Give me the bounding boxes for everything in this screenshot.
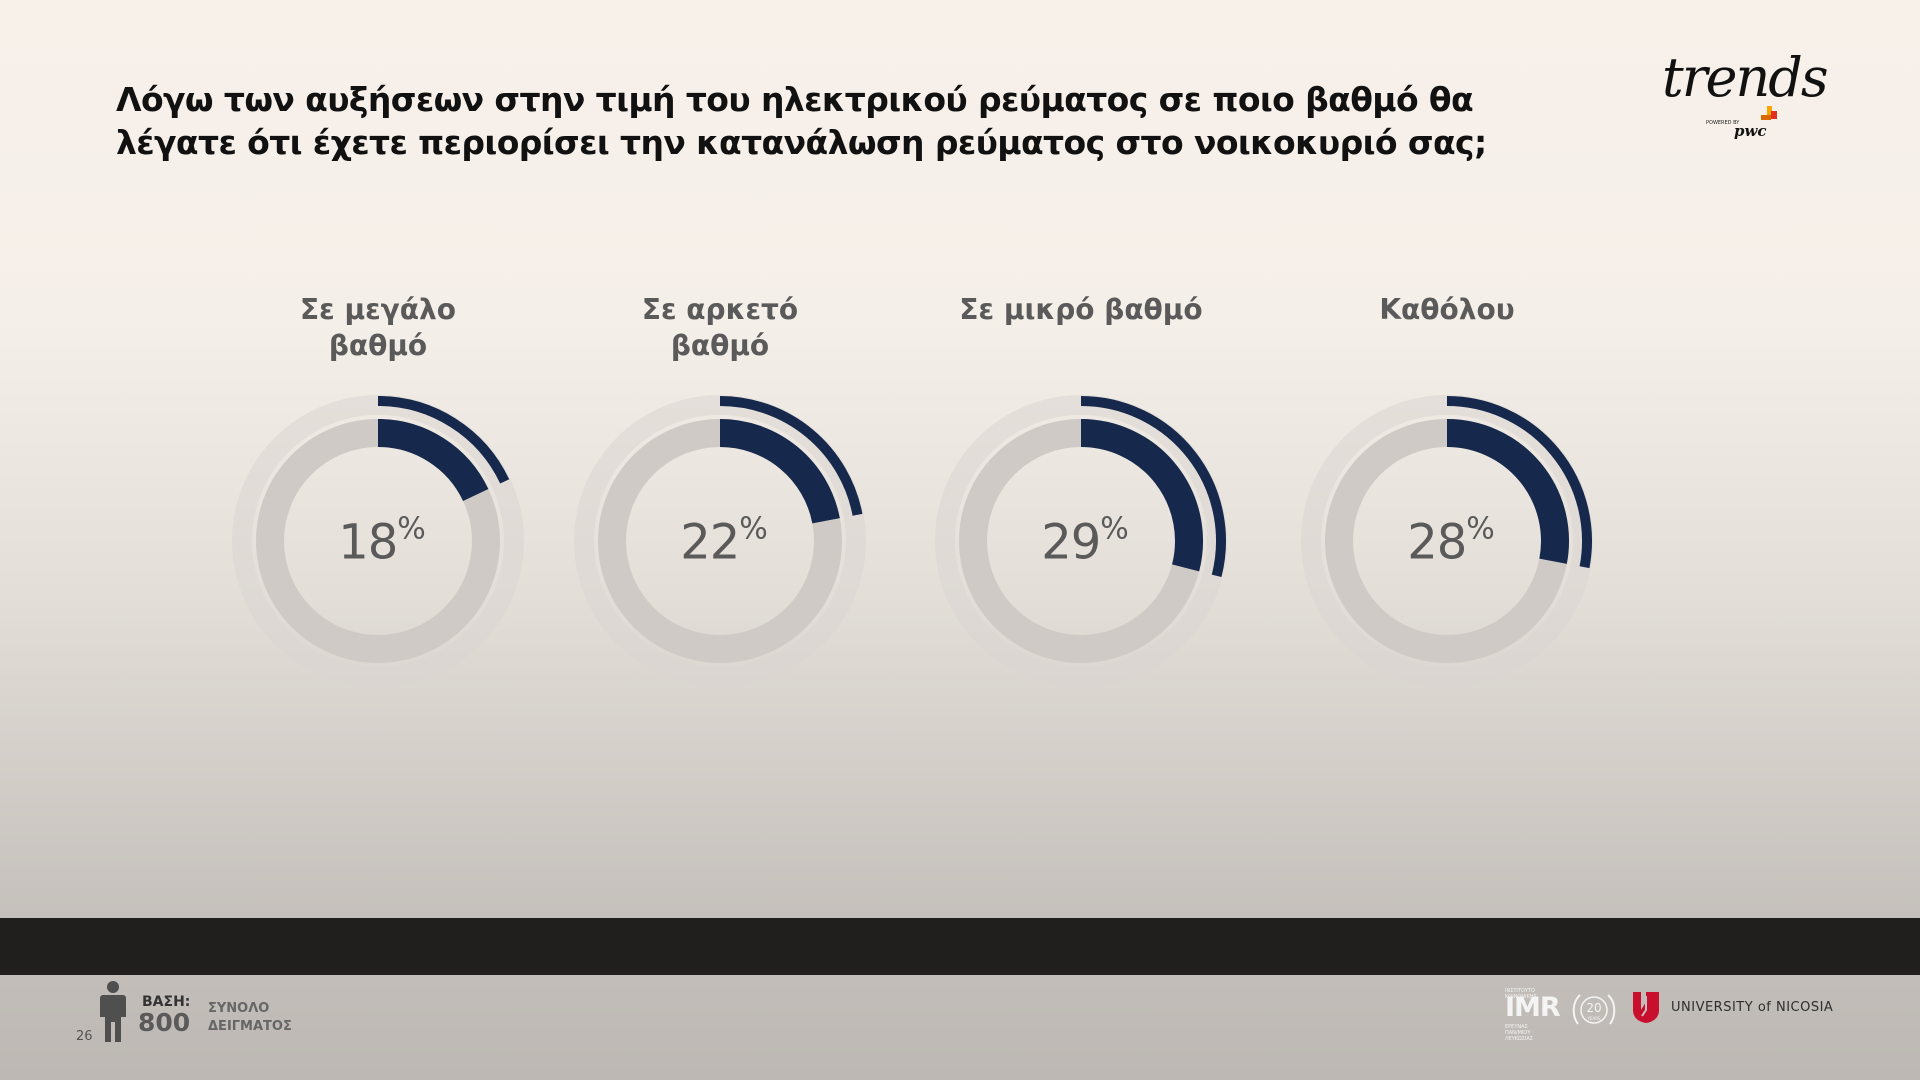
category-label: Καθόλου — [1379, 293, 1515, 326]
donut-value-arc — [1446, 419, 1569, 564]
trends-pwc-logo: trends POWERED BY pwc — [1650, 40, 1840, 150]
trends-logo-text: trends — [1662, 46, 1829, 109]
category-label: Σε μικρό βαθμό — [959, 293, 1203, 326]
donut-outer-value-arc — [1446, 396, 1592, 569]
university-name: UNIVERSITY of NICOSIA — [1671, 1000, 1834, 1015]
percent-sign: % — [1100, 511, 1129, 547]
slide-title: Λόγω των αυξήσεων στην τιμή του ηλεκτρικ… — [116, 80, 1487, 162]
percentage-label: 18% — [338, 511, 426, 571]
laurel-anniversary-icon: 20 YEARS — [1572, 994, 1616, 1025]
percentage-label: 22% — [680, 511, 768, 571]
donut-outer-value-arc — [1080, 396, 1226, 578]
base-value: 800 — [138, 1008, 191, 1037]
person-icon — [100, 981, 126, 1042]
base-label: ΒΑΣΗ: — [142, 994, 191, 1010]
percent-sign: % — [739, 511, 768, 547]
percent-sign: % — [397, 511, 426, 547]
category-label: Σε μεγάλο βαθμό — [300, 293, 456, 362]
page-number: 26 — [76, 1029, 93, 1044]
pwc-mark-icon — [1761, 106, 1777, 120]
university-of-nicosia-logo: UNIVERSITY of NICOSIA — [1631, 990, 1833, 1028]
footer-band — [0, 918, 1920, 975]
imr-tagline-bottom: ΕΡΕΥΝΑΣ ΠΑΝ/ΜΙΟΥ ΛΕΥΚΩΣΙΑΣ — [1505, 1024, 1533, 1042]
anniversary-number: 20 — [1586, 1001, 1601, 1015]
unic-shield-icon — [1633, 992, 1659, 1023]
donut-outer-value-arc — [719, 396, 863, 516]
percentage-label: 28% — [1407, 511, 1495, 571]
base-description: ΣΥΝΟΛΟ ΔΕΙΓΜΑΤΟΣ — [208, 1001, 292, 1034]
anniversary-sub: YEARS — [1586, 1016, 1600, 1021]
percentage-label: 29% — [1041, 511, 1129, 571]
imr-logo-text: IMR — [1505, 992, 1561, 1023]
category-label: Σε αρκετό βαθμό — [641, 293, 799, 362]
donut-outer-value-arc — [377, 396, 510, 484]
powered-by-text: POWERED BY — [1706, 120, 1740, 126]
donut-value-arc — [1080, 419, 1203, 572]
sample-base: ΒΑΣΗ: 800 ΣΥΝΟΛΟ ΔΕΙΓΜΑΤΟΣ — [98, 980, 318, 1042]
pwc-logo-text: pwc — [1734, 122, 1767, 140]
donut-value-arc — [377, 419, 489, 502]
donut-value-arc — [719, 419, 840, 524]
percent-sign: % — [1466, 511, 1495, 547]
imr-tagline-top: ΙΝΣΤΙΤΟΥΤΟ ΚΟΙΝΩΝΙΚΗΣ — [1505, 988, 1537, 1000]
